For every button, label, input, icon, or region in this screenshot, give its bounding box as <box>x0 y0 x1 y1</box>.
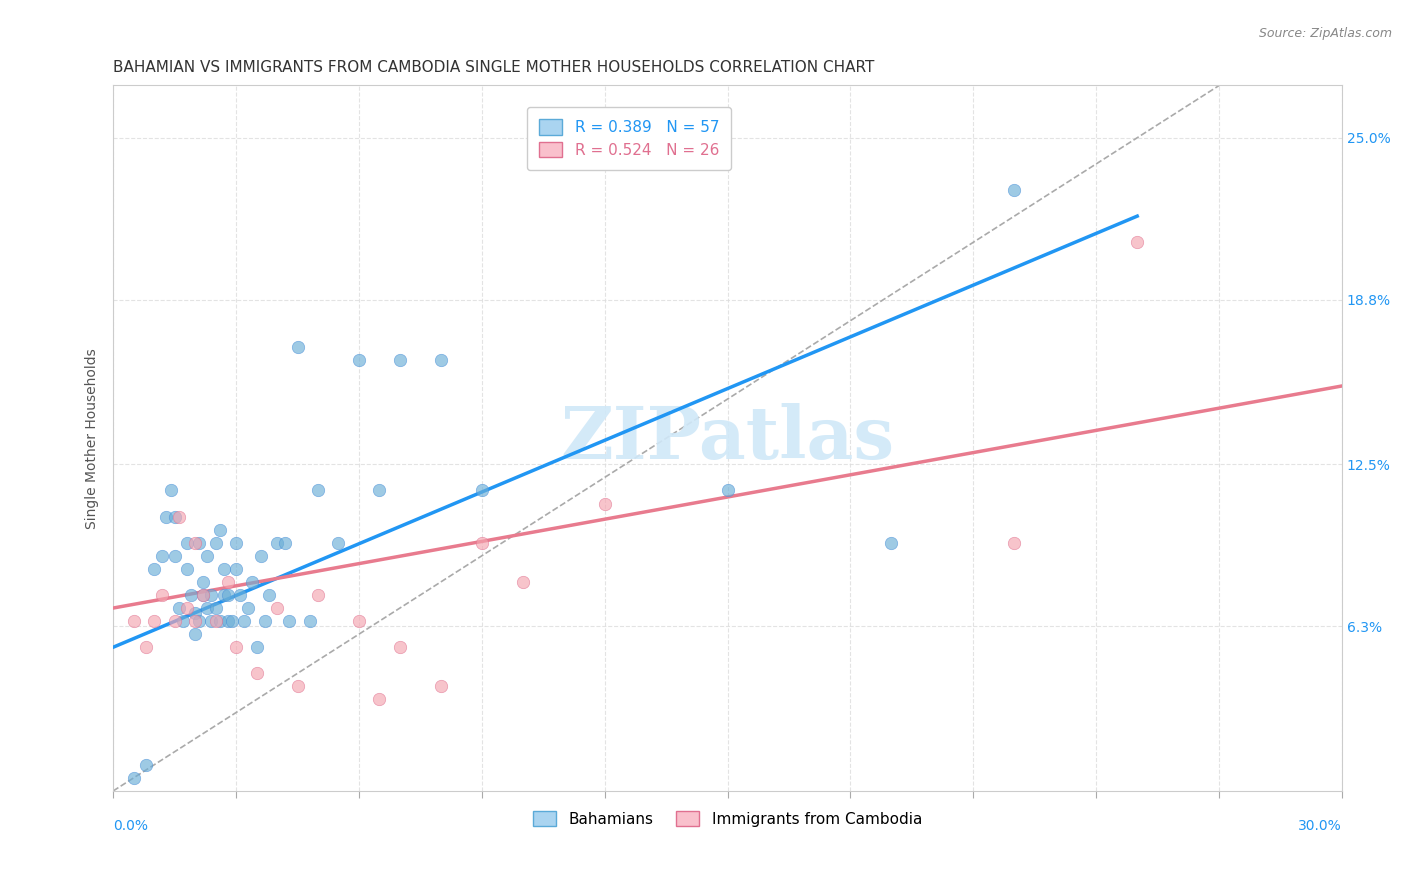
Y-axis label: Single Mother Households: Single Mother Households <box>86 348 100 529</box>
Point <box>307 588 329 602</box>
Point <box>176 601 198 615</box>
Point <box>225 562 247 576</box>
Point <box>155 509 177 524</box>
Point <box>172 614 194 628</box>
Point <box>163 549 186 563</box>
Point <box>188 614 211 628</box>
Text: 30.0%: 30.0% <box>1298 819 1341 833</box>
Point <box>150 549 173 563</box>
Text: 0.0%: 0.0% <box>114 819 148 833</box>
Point <box>217 588 239 602</box>
Point <box>150 588 173 602</box>
Point <box>180 588 202 602</box>
Point <box>167 601 190 615</box>
Point <box>347 352 370 367</box>
Point <box>135 640 157 655</box>
Point <box>197 601 219 615</box>
Point <box>368 692 391 706</box>
Point <box>122 614 145 628</box>
Point <box>388 352 411 367</box>
Text: ZIPatlas: ZIPatlas <box>561 402 894 474</box>
Text: Source: ZipAtlas.com: Source: ZipAtlas.com <box>1258 27 1392 40</box>
Point <box>716 483 738 498</box>
Point <box>238 601 260 615</box>
Point <box>328 535 350 549</box>
Point <box>217 574 239 589</box>
Point <box>122 771 145 785</box>
Point <box>266 535 288 549</box>
Point <box>245 666 267 681</box>
Point <box>221 614 243 628</box>
Point <box>287 340 309 354</box>
Point <box>368 483 391 498</box>
Point <box>193 588 215 602</box>
Point <box>163 614 186 628</box>
Point <box>159 483 181 498</box>
Point <box>184 535 207 549</box>
Point <box>135 757 157 772</box>
Point <box>430 352 453 367</box>
Point <box>274 535 297 549</box>
Point <box>193 574 215 589</box>
Point <box>204 601 226 615</box>
Text: BAHAMIAN VS IMMIGRANTS FROM CAMBODIA SINGLE MOTHER HOUSEHOLDS CORRELATION CHART: BAHAMIAN VS IMMIGRANTS FROM CAMBODIA SIN… <box>114 60 875 75</box>
Point <box>184 607 207 621</box>
Point <box>200 614 222 628</box>
Point <box>204 614 226 628</box>
Point <box>287 680 309 694</box>
Point <box>163 509 186 524</box>
Point <box>200 588 222 602</box>
Point <box>257 588 280 602</box>
Point <box>193 588 215 602</box>
Point <box>1002 183 1025 197</box>
Point <box>512 574 534 589</box>
Point <box>212 562 235 576</box>
Point <box>430 680 453 694</box>
Point <box>208 614 231 628</box>
Point <box>266 601 288 615</box>
Point <box>307 483 329 498</box>
Point <box>225 535 247 549</box>
Point <box>204 535 226 549</box>
Point <box>184 614 207 628</box>
Point <box>1126 235 1149 250</box>
Point <box>1002 535 1025 549</box>
Point <box>278 614 301 628</box>
Point <box>176 562 198 576</box>
Point <box>217 614 239 628</box>
Legend: Bahamians, Immigrants from Cambodia: Bahamians, Immigrants from Cambodia <box>527 805 928 832</box>
Point <box>253 614 276 628</box>
Point <box>471 535 494 549</box>
Point <box>593 496 616 510</box>
Point <box>143 562 166 576</box>
Point <box>388 640 411 655</box>
Point <box>298 614 321 628</box>
Point <box>212 588 235 602</box>
Point <box>197 549 219 563</box>
Point <box>167 509 190 524</box>
Point <box>233 614 256 628</box>
Point <box>225 640 247 655</box>
Point <box>229 588 252 602</box>
Point <box>176 535 198 549</box>
Point <box>471 483 494 498</box>
Point <box>347 614 370 628</box>
Point <box>242 574 264 589</box>
Point <box>184 627 207 641</box>
Point <box>880 535 903 549</box>
Point <box>143 614 166 628</box>
Point <box>249 549 271 563</box>
Point <box>208 523 231 537</box>
Point <box>188 535 211 549</box>
Point <box>245 640 267 655</box>
